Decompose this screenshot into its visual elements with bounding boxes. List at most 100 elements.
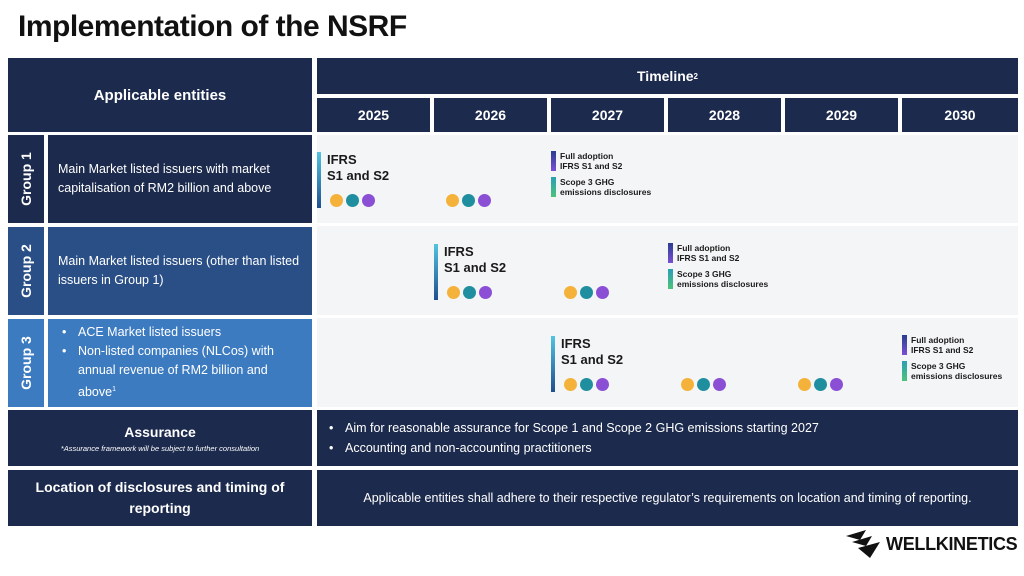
- full-adoption-line1: Full adoption: [560, 151, 614, 161]
- group-2-description-text: Main Market listed issuers (other than l…: [58, 254, 300, 287]
- row-divider: [317, 315, 1018, 318]
- year-2027: 2027: [551, 98, 664, 132]
- group-1-full-adoption-2027: Full adoption IFRS S1 and S2 Scope 3 GHG e…: [551, 151, 651, 203]
- scope3-line1: Scope 3 GHG: [911, 361, 966, 371]
- group-1-ifrs-2025: IFRS S1 and S2: [317, 152, 390, 208]
- teal-dot: [814, 378, 827, 391]
- ifrs-line1: IFRS: [444, 244, 474, 259]
- location-text: Applicable entities shall adhere to thei…: [317, 470, 1018, 526]
- yellow-dot: [681, 378, 694, 391]
- scope3-marker: [902, 361, 907, 381]
- ifrs-line1: IFRS: [561, 336, 591, 351]
- teal-dot: [346, 194, 359, 207]
- ifrs-marker: [434, 244, 438, 300]
- timeline-label: Timeline: [637, 68, 694, 84]
- ifrs-line2: S1 and S2: [561, 352, 624, 367]
- group-1-tab: Group 1: [8, 135, 44, 223]
- year-2030: 2030: [902, 98, 1018, 132]
- full-adoption-marker: [902, 335, 907, 355]
- group-1-dots-2025: [330, 194, 375, 207]
- teal-dot: [580, 378, 593, 391]
- assurance-bullet-1: Aim for reasonable assurance for Scope 1…: [329, 418, 819, 438]
- group-3-bullet-2-text: Non-listed companies (NLCos) with annual…: [78, 344, 274, 400]
- ifrs-line2: S1 and S2: [444, 260, 507, 275]
- assurance-header: Assurance *Assurance framework will be s…: [8, 410, 312, 466]
- yellow-dot: [564, 286, 577, 299]
- teal-dot: [697, 378, 710, 391]
- scope3-marker: [668, 269, 673, 289]
- timeline-grid: [317, 135, 1018, 407]
- timeline-footnote: 2: [693, 71, 698, 81]
- group-2-description: Main Market listed issuers (other than l…: [48, 227, 312, 315]
- applicable-entities-header: Applicable entities: [8, 58, 312, 132]
- page-title: Implementation of the NSRF: [18, 10, 407, 43]
- yellow-dot: [446, 194, 459, 207]
- group-2-dots-2026: [447, 286, 492, 299]
- full-adoption-marker: [551, 151, 556, 171]
- scope3-line2: emissions disclosures: [911, 371, 1003, 381]
- purple-dot: [713, 378, 726, 391]
- teal-dot: [462, 194, 475, 207]
- assurance-note: *Assurance framework will be subject to …: [60, 443, 260, 453]
- teal-dot: [463, 286, 476, 299]
- group-3-bullet-1: ACE Market listed issuers: [62, 323, 302, 342]
- full-adoption-marker: [668, 243, 673, 263]
- group-1-description: Main Market listed issuers with market c…: [48, 135, 312, 223]
- group-2-label: Group 2: [18, 244, 35, 298]
- full-adoption-line2: IFRS S1 and S2: [560, 161, 623, 171]
- assurance-details: Aim for reasonable assurance for Scope 1…: [317, 410, 1018, 466]
- wellkinetics-logo-icon: [846, 530, 880, 558]
- scope3-line2: emissions disclosures: [677, 279, 769, 289]
- group-2-full-adoption-2028: Full adoption IFRS S1 and S2 Scope 3 GHG e…: [668, 243, 768, 295]
- yellow-dot: [564, 378, 577, 391]
- year-2029: 2029: [785, 98, 898, 132]
- purple-dot: [830, 378, 843, 391]
- purple-dot: [362, 194, 375, 207]
- year-2028: 2028: [668, 98, 781, 132]
- group-3-footnote: 1: [112, 386, 116, 394]
- group-3-bullet-2: Non-listed companies (NLCos) with annual…: [62, 342, 302, 402]
- year-2025: 2025: [317, 98, 430, 132]
- purple-dot: [479, 286, 492, 299]
- scope3-line1: Scope 3 GHG: [560, 177, 615, 187]
- group-1-description-text: Main Market listed issuers with market c…: [58, 162, 272, 195]
- group-3-label: Group 3: [18, 336, 35, 390]
- scope3-line1: Scope 3 GHG: [677, 269, 732, 279]
- yellow-dot: [330, 194, 343, 207]
- scope3-marker: [551, 177, 556, 197]
- assurance-heading: Assurance: [124, 423, 196, 440]
- ifrs-marker: [317, 152, 321, 208]
- row-divider: [317, 223, 1018, 226]
- group-2-tab: Group 2: [8, 227, 44, 315]
- group-3-full-adoption-2030: Full adoption IFRS S1 and S2 Scope 3 GHG e…: [902, 335, 1002, 387]
- year-2026: 2026: [434, 98, 547, 132]
- group-3-description: ACE Market listed issuers Non-listed com…: [48, 319, 312, 407]
- scope3-line2: emissions disclosures: [560, 187, 652, 197]
- group-1-dots-2026: [446, 194, 491, 207]
- group-3-tab: Group 3: [8, 319, 44, 407]
- ifrs-line2: S1 and S2: [327, 168, 390, 183]
- group-3-ifrs-2027: IFRS S1 and S2: [551, 336, 624, 392]
- ifrs-line1: IFRS: [327, 152, 357, 167]
- group-2-ifrs-2026: IFRS S1 and S2: [434, 244, 507, 300]
- full-adoption-line2: IFRS S1 and S2: [677, 253, 740, 263]
- group-3-dots-2029: [798, 378, 843, 391]
- purple-dot: [478, 194, 491, 207]
- ifrs-marker: [551, 336, 555, 392]
- purple-dot: [596, 286, 609, 299]
- teal-dot: [580, 286, 593, 299]
- brand-name: WELLKINETICS: [886, 533, 1018, 554]
- assurance-bullet-2: Accounting and non-accounting practition…: [329, 438, 819, 458]
- group-2-dots-2027: [564, 286, 609, 299]
- timeline-header: Timeline 2: [317, 58, 1018, 94]
- location-heading: Location of disclosures and timing of re…: [8, 470, 312, 526]
- group-3-dots-2028: [681, 378, 726, 391]
- full-adoption-line1: Full adoption: [911, 335, 965, 345]
- full-adoption-line1: Full adoption: [677, 243, 731, 253]
- brand-logo: WELLKINETICS: [846, 530, 1018, 558]
- purple-dot: [596, 378, 609, 391]
- group-3-dots-2027: [564, 378, 609, 391]
- yellow-dot: [447, 286, 460, 299]
- full-adoption-line2: IFRS S1 and S2: [911, 345, 974, 355]
- yellow-dot: [798, 378, 811, 391]
